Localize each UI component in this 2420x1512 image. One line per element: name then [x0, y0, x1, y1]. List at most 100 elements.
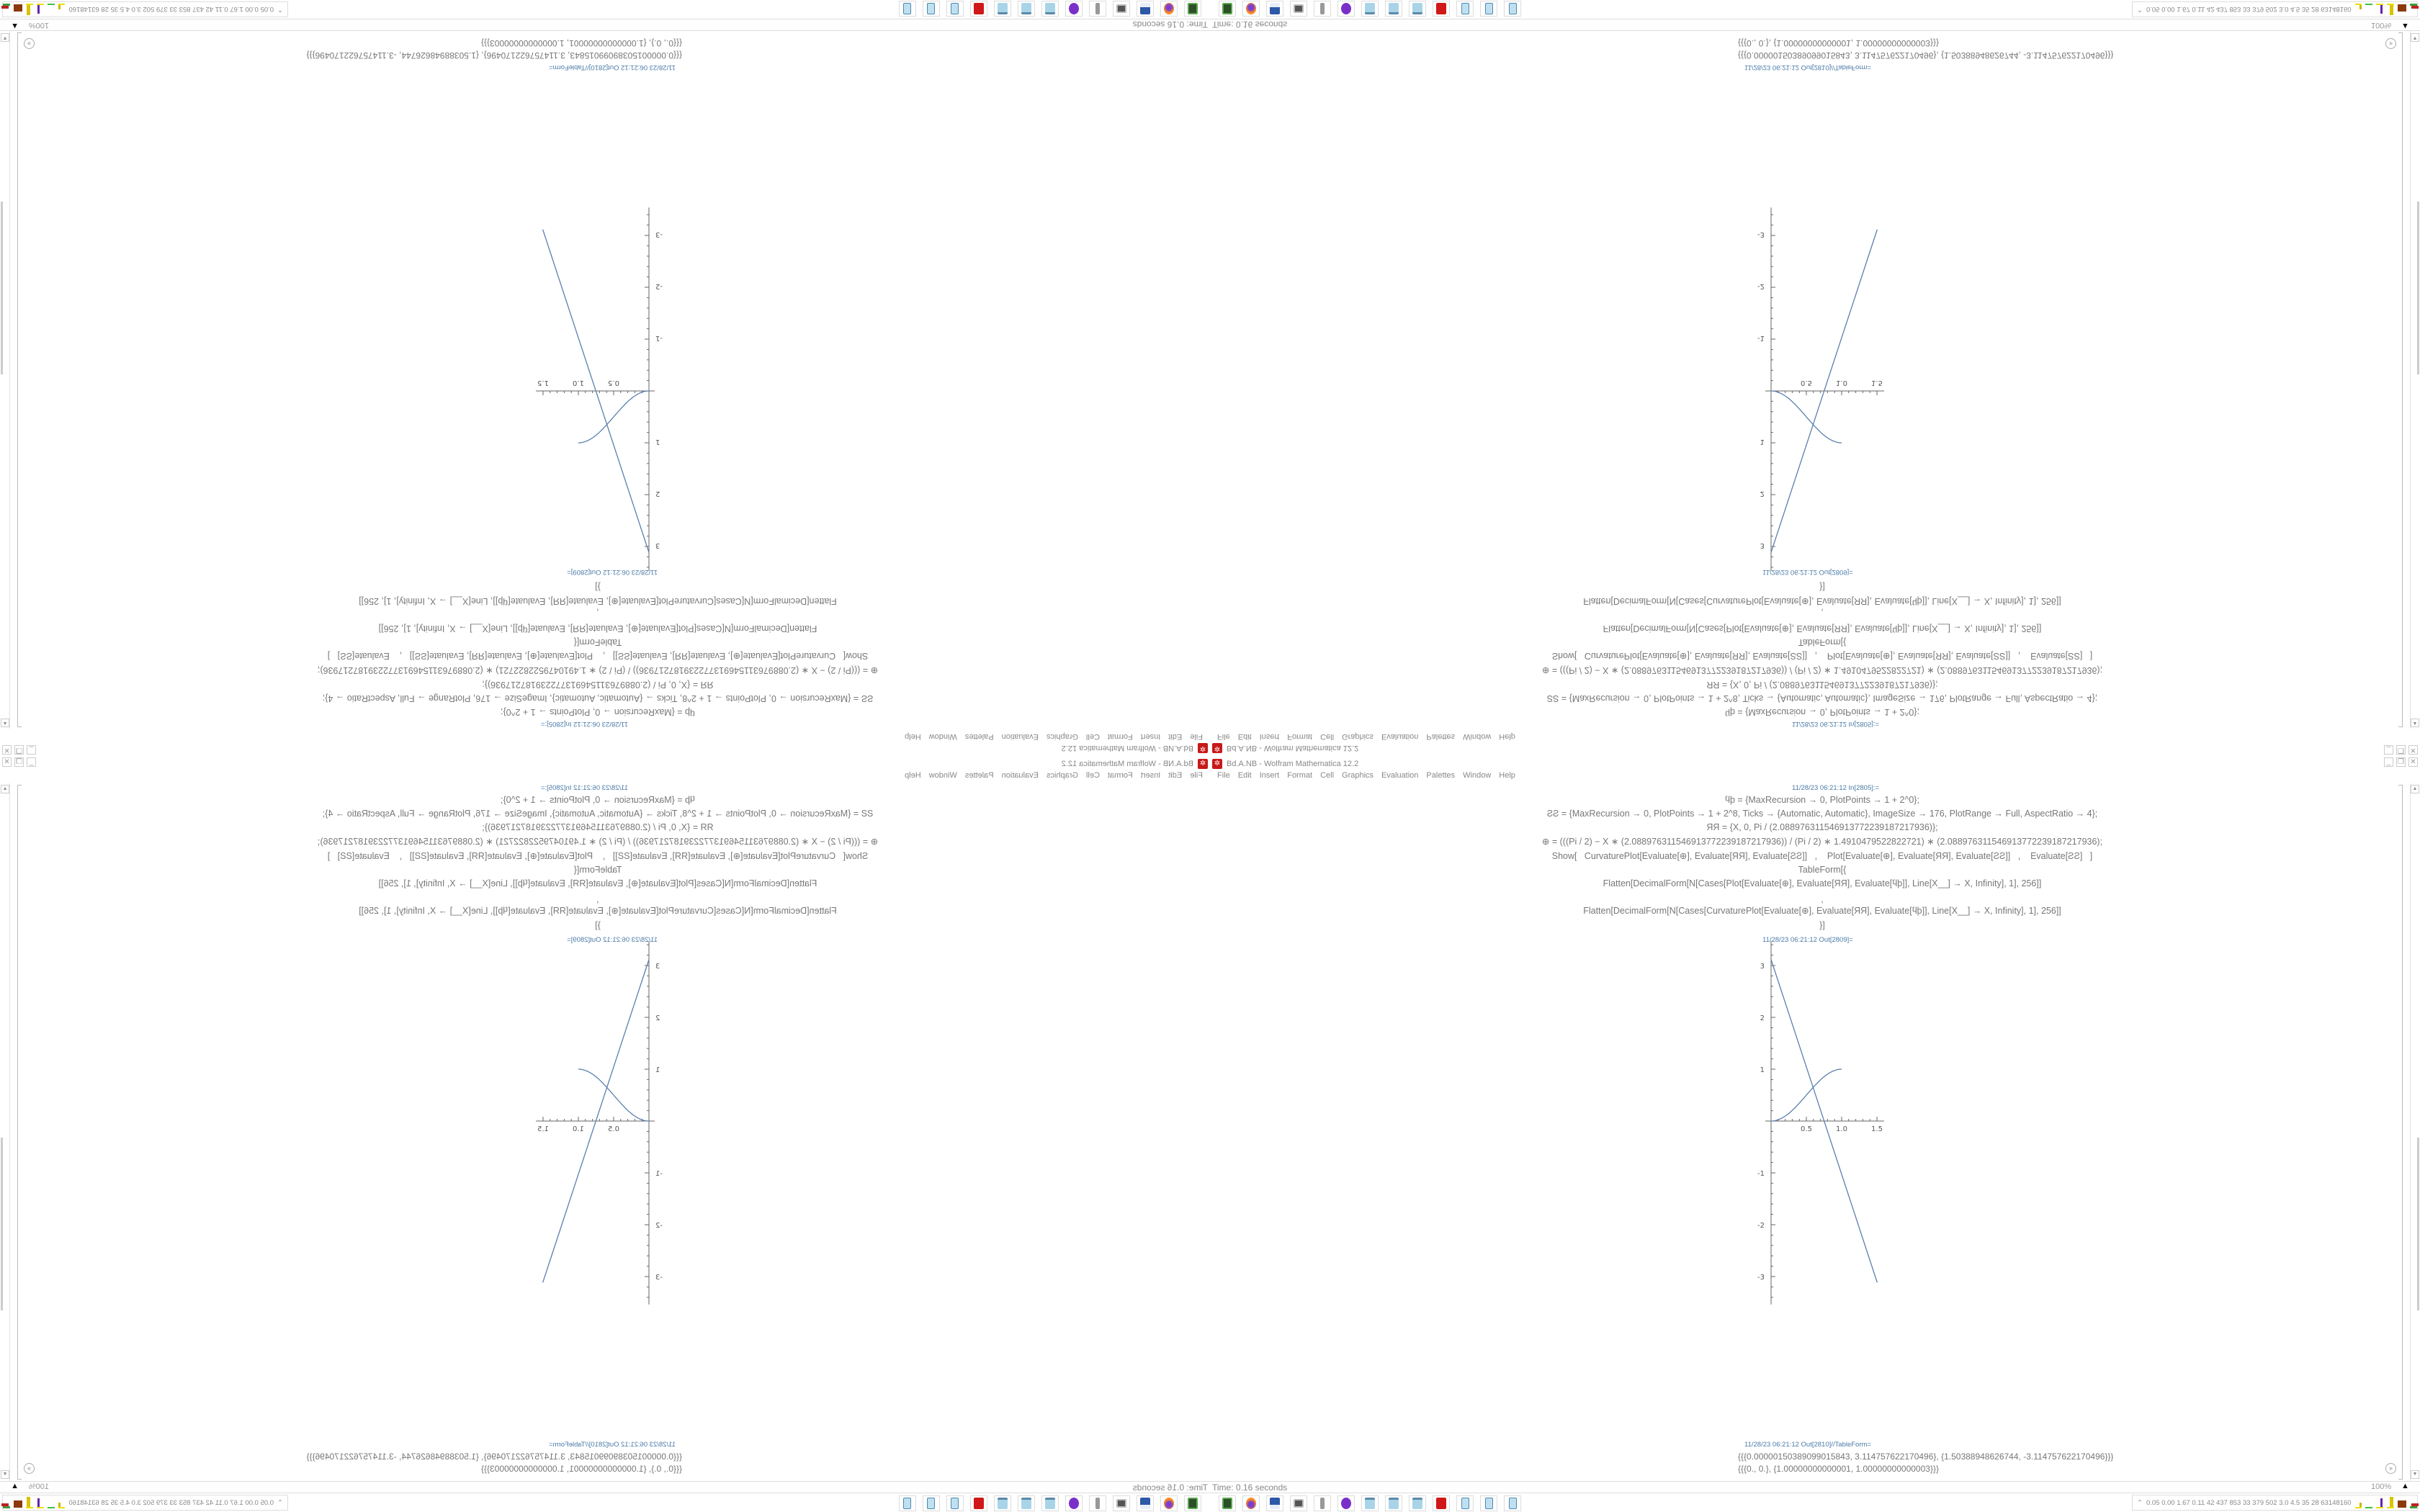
menu-edit[interactable]: Edit: [1168, 771, 1183, 780]
code-line[interactable]: ,: [596, 608, 599, 618]
code-line[interactable]: ⊕ = (((Pi / 2) − X ∗ (2.0889763115469137…: [1541, 665, 2103, 675]
scroll-down-button[interactable]: ▼: [2411, 33, 2419, 42]
notepad-icon[interactable]: [1409, 1, 1426, 17]
menu-help[interactable]: Help: [1499, 732, 1515, 741]
menu-evaluation[interactable]: Evaluation: [1001, 771, 1039, 780]
mathematica-icon[interactable]: [970, 1495, 987, 1511]
menu-graphics[interactable]: Graphics: [1342, 771, 1374, 780]
code-line[interactable]: Flatten[DecimalForm[N[Cases[CurvaturePlo…: [1583, 596, 2061, 606]
calculator-icon[interactable]: [946, 1, 964, 17]
menu-file[interactable]: File: [1217, 732, 1230, 741]
code-line[interactable]: Show[ CurvaturePlot[Evaluate[⊕], Evaluat…: [327, 851, 869, 861]
menu-evaluation[interactable]: Evaluation: [1381, 771, 1419, 780]
floppy-64-icon[interactable]: [1137, 1495, 1154, 1511]
menu-palettes[interactable]: Palettes: [1426, 771, 1456, 780]
tray-expand-icon[interactable]: ⌃: [2137, 1498, 2143, 1507]
code-line[interactable]: Flatten[DecimalForm[N[Cases[CurvaturePlo…: [359, 596, 837, 606]
tray-expand-icon[interactable]: ⌃: [277, 1498, 283, 1507]
code-line[interactable]: Show[ CurvaturePlot[Evaluate[⊕], Evaluat…: [1551, 651, 2093, 661]
menu-insert[interactable]: Insert: [1140, 732, 1161, 741]
monitor-icon[interactable]: [1113, 1, 1130, 17]
menu-evaluation[interactable]: Evaluation: [1381, 732, 1419, 741]
code-line[interactable]: ,: [1821, 608, 1824, 618]
calculator-icon[interactable]: [1504, 1495, 1521, 1511]
menu-insert[interactable]: Insert: [1259, 732, 1280, 741]
tray-expand-icon[interactable]: ⌃: [2137, 5, 2143, 14]
code-line[interactable]: ϥϸ = {MaxRecursion → 0, PlotPoints → 1 +…: [1725, 707, 1919, 717]
close-button[interactable]: ✕: [2, 745, 12, 755]
calculator-icon[interactable]: [1456, 1495, 1474, 1511]
code-line[interactable]: ϥϸ = {MaxRecursion → 0, PlotPoints → 1 +…: [501, 795, 695, 805]
calculator-icon[interactable]: [899, 1495, 916, 1511]
code-line[interactable]: ,: [596, 894, 599, 904]
speaker-icon[interactable]: [1314, 1, 1331, 17]
scroll-down-button[interactable]: ▼: [2411, 1470, 2419, 1479]
terminal-icon[interactable]: [1184, 1495, 1201, 1511]
mathematica-icon[interactable]: [970, 1, 987, 17]
notepad-icon[interactable]: [1385, 1, 1402, 17]
firefox-icon[interactable]: [1242, 1495, 1260, 1511]
menu-format[interactable]: Format: [1287, 771, 1313, 780]
cell-bracket[interactable]: [2398, 785, 2403, 1480]
menu-insert[interactable]: Insert: [1259, 771, 1280, 780]
terminal-icon[interactable]: [1219, 1, 1236, 17]
close-button[interactable]: ✕: [2408, 757, 2418, 767]
menu-palettes[interactable]: Palettes: [964, 771, 994, 780]
menu-evaluation[interactable]: Evaluation: [1001, 732, 1039, 741]
calculator-icon[interactable]: [1480, 1, 1497, 17]
monitor-icon[interactable]: [1113, 1495, 1130, 1511]
speaker-icon[interactable]: [1089, 1, 1106, 17]
notepad-icon[interactable]: [1385, 1495, 1402, 1511]
calculator-icon[interactable]: [1480, 1495, 1497, 1511]
scroll-down-button[interactable]: ▼: [1, 33, 9, 42]
zoom-up-arrow-icon[interactable]: ▲: [11, 1482, 19, 1490]
menu-window[interactable]: Window: [1463, 732, 1492, 741]
notepad-icon[interactable]: [1018, 1495, 1035, 1511]
notepad-icon[interactable]: [1361, 1495, 1379, 1511]
cell-insertion-chevron-icon[interactable]: »: [2385, 38, 2396, 49]
code-line[interactable]: ЯЯ = {X, 0, Pi / (2.08897631154691377223…: [482, 822, 714, 832]
scroll-up-button[interactable]: ▲: [2411, 719, 2419, 727]
cell-insertion-chevron-icon[interactable]: »: [24, 1463, 35, 1474]
menu-format[interactable]: Format: [1287, 732, 1313, 741]
calculator-icon[interactable]: [923, 1, 940, 17]
menu-file[interactable]: File: [1190, 771, 1203, 780]
purple-app-icon[interactable]: [1065, 1, 1083, 17]
purple-app-icon[interactable]: [1065, 1495, 1083, 1511]
close-button[interactable]: ✕: [2408, 745, 2418, 755]
scroll-up-button[interactable]: ▲: [2411, 785, 2419, 793]
menu-insert[interactable]: Insert: [1140, 771, 1161, 780]
code-line[interactable]: Flatten[DecimalForm[N[Cases[CurvaturePlo…: [1583, 906, 2061, 916]
cell-insertion-chevron-icon[interactable]: »: [24, 38, 35, 49]
scroll-down-button[interactable]: ▼: [1, 1470, 9, 1479]
monitor-icon[interactable]: [1290, 1495, 1307, 1511]
cell-bracket[interactable]: [2398, 32, 2403, 727]
calculator-icon[interactable]: [1456, 1, 1474, 17]
menu-format[interactable]: Format: [1107, 732, 1133, 741]
speaker-icon[interactable]: [1089, 1495, 1106, 1511]
code-line[interactable]: ƧƧ = {MaxRecursion → 0, PlotPoints → 1 +…: [322, 809, 874, 819]
notepad-icon[interactable]: [1041, 1495, 1059, 1511]
minimize-button[interactable]: _: [27, 757, 36, 767]
tray-expand-icon[interactable]: ⌃: [277, 5, 283, 14]
scrollbar[interactable]: [0, 30, 10, 729]
purple-app-icon[interactable]: [1337, 1, 1355, 17]
restore-button[interactable]: ❐: [2396, 757, 2406, 767]
code-line[interactable]: ЯЯ = {X, 0, Pi / (2.08897631154691377223…: [1706, 822, 1938, 832]
code-line[interactable]: TableForm[{: [573, 865, 622, 875]
menu-edit[interactable]: Edit: [1237, 771, 1252, 780]
code-line[interactable]: TableForm[{: [573, 637, 622, 647]
firefox-icon[interactable]: [1242, 1, 1260, 17]
zoom-level[interactable]: 100%: [28, 21, 49, 30]
code-line[interactable]: Flatten[DecimalForm[N[Cases[CurvaturePlo…: [359, 906, 837, 916]
zoom-level[interactable]: 100%: [28, 1482, 49, 1491]
code-line[interactable]: ƧƧ = {MaxRecursion → 0, PlotPoints → 1 +…: [1546, 809, 2098, 819]
code-line[interactable]: ЯЯ = {X, 0, Pi / (2.08897631154691377223…: [482, 680, 714, 690]
floppy-64-icon[interactable]: [1137, 1, 1154, 17]
menu-window[interactable]: Window: [928, 771, 957, 780]
code-line[interactable]: Flatten[DecimalForm[N[Cases[Plot[Evaluat…: [1603, 624, 2042, 634]
calculator-icon[interactable]: [946, 1495, 964, 1511]
menu-cell[interactable]: Cell: [1085, 771, 1100, 780]
zoom-up-arrow-icon[interactable]: ▲: [2401, 1482, 2409, 1490]
floppy-64-icon[interactable]: [1266, 1495, 1283, 1511]
